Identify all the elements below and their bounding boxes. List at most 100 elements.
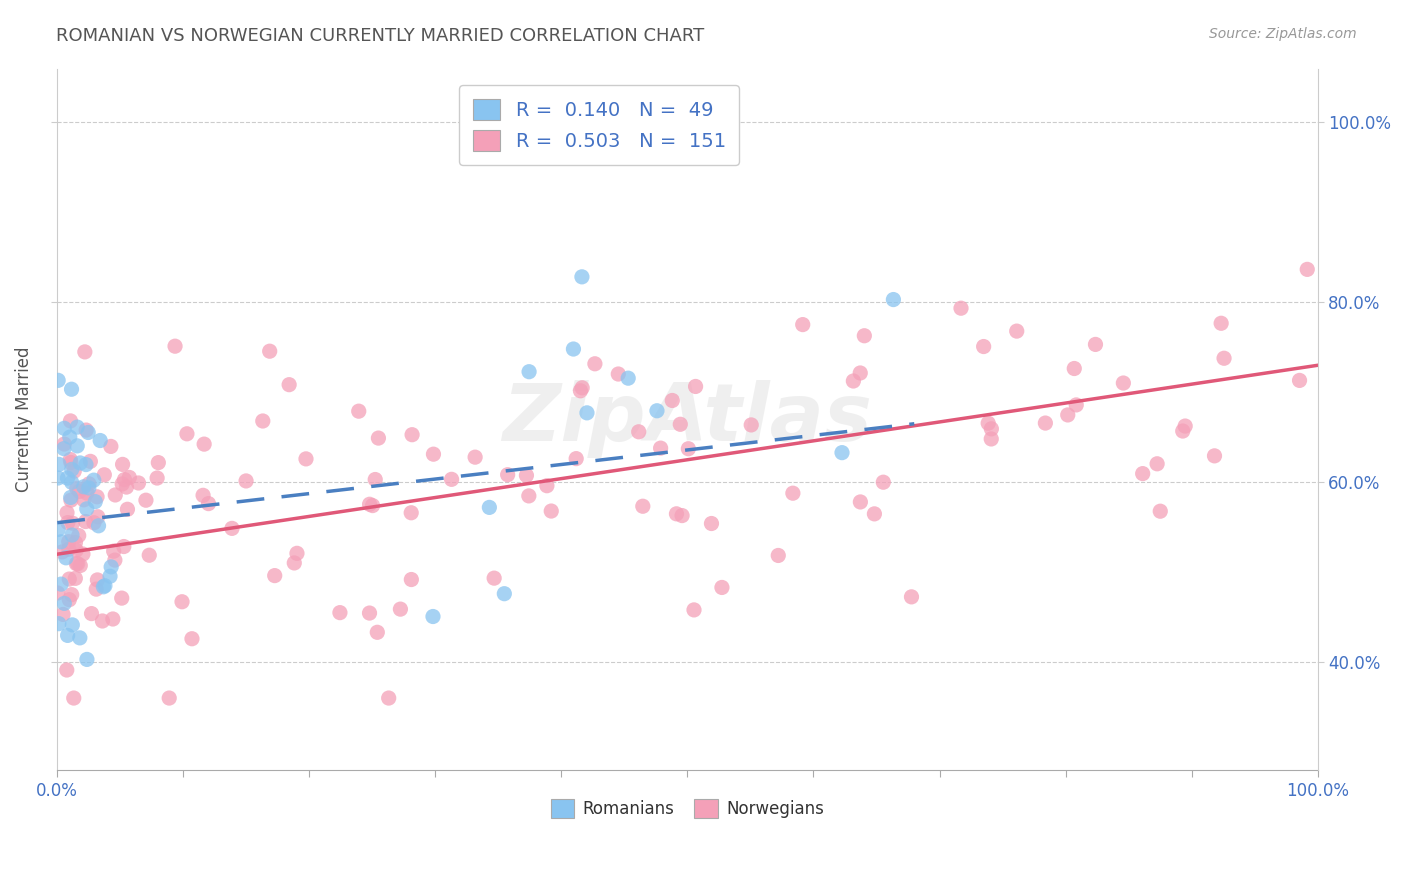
Point (65, 543, 87, 558)
Point (79, 454, 101, 468)
Point (48, 616, 70, 631)
Point (263, 568, 285, 582)
Point (157, 691, 180, 706)
Point (1204, 449, 1226, 463)
Point (138, 548, 160, 562)
Point (1112, 376, 1135, 390)
Point (285, 546, 308, 560)
Point (401, 427, 423, 442)
Point (118, 470, 141, 484)
Point (83, 516, 105, 530)
Point (104, 488, 127, 502)
Point (46, 586, 69, 600)
Point (831, 445, 853, 459)
Point (482, 571, 505, 585)
Point (73, 344, 96, 359)
Point (950, 301, 973, 316)
Point (148, 456, 170, 470)
Point (93, 580, 115, 594)
Point (683, 603, 706, 617)
Point (1296, 262, 1319, 277)
Point (59, 414, 82, 428)
Point (377, 691, 399, 706)
Point (77, 481, 100, 495)
Point (1171, 424, 1194, 438)
Point (115, 480, 138, 494)
Point (900, 590, 922, 604)
Point (235, 474, 257, 488)
Point (329, 606, 352, 620)
Point (973, 339, 995, 353)
Point (710, 581, 733, 595)
Point (872, 475, 894, 490)
Text: ROMANIAN VS NORWEGIAN CURRENTLY MARRIED CORRELATION CHART: ROMANIAN VS NORWEGIAN CURRENTLY MARRIED … (56, 27, 704, 45)
Point (1211, 316, 1233, 330)
Point (60, 528, 83, 542)
Point (422, 447, 444, 461)
Point (114, 473, 136, 487)
Point (849, 495, 872, 509)
Point (347, 404, 370, 418)
Legend: Romanians, Norwegians: Romanians, Norwegians (544, 793, 831, 825)
Point (75, 458, 97, 472)
Point (83, 473, 105, 487)
Point (86, 490, 108, 504)
Point (575, 406, 598, 420)
Point (76, 486, 98, 500)
Point (69, 456, 91, 470)
Point (65, 535, 87, 549)
Point (842, 374, 865, 388)
Point (67, 484, 90, 499)
Point (650, 441, 672, 455)
Point (84, 494, 107, 508)
Point (103, 544, 125, 558)
Point (66, 420, 89, 434)
Point (104, 553, 127, 567)
Point (252, 414, 274, 428)
Text: Source: ZipAtlas.com: Source: ZipAtlas.com (1209, 27, 1357, 41)
Point (422, 609, 444, 624)
Point (515, 468, 537, 483)
Point (65, 571, 87, 585)
Point (127, 475, 149, 490)
Point (52, 442, 75, 456)
Point (73, 480, 96, 494)
Point (367, 431, 389, 445)
Point (46, 471, 69, 485)
Point (631, 500, 654, 514)
Point (69, 631, 91, 645)
Point (562, 342, 585, 356)
Point (607, 367, 630, 381)
Point (76, 501, 98, 516)
Point (863, 507, 886, 521)
Point (55, 663, 77, 677)
Point (60, 618, 83, 632)
Point (117, 502, 139, 516)
Point (399, 506, 422, 520)
Point (59, 430, 82, 444)
Point (66, 481, 89, 495)
Point (59, 456, 82, 470)
Point (571, 269, 593, 284)
Point (53, 437, 76, 451)
Point (1056, 408, 1078, 422)
Point (1149, 504, 1171, 518)
Point (882, 293, 904, 307)
Point (56, 516, 79, 530)
Point (440, 472, 463, 486)
Point (1146, 457, 1168, 471)
Point (60, 462, 83, 476)
Point (101, 612, 124, 626)
Point (671, 508, 693, 523)
Point (51, 545, 73, 559)
Point (678, 442, 700, 456)
Point (181, 632, 204, 646)
Point (76, 652, 98, 666)
Point (645, 403, 668, 417)
Point (849, 366, 872, 380)
Point (221, 521, 243, 535)
Point (977, 416, 1000, 430)
Point (496, 467, 519, 482)
Point (980, 422, 1002, 436)
Point (191, 488, 214, 502)
